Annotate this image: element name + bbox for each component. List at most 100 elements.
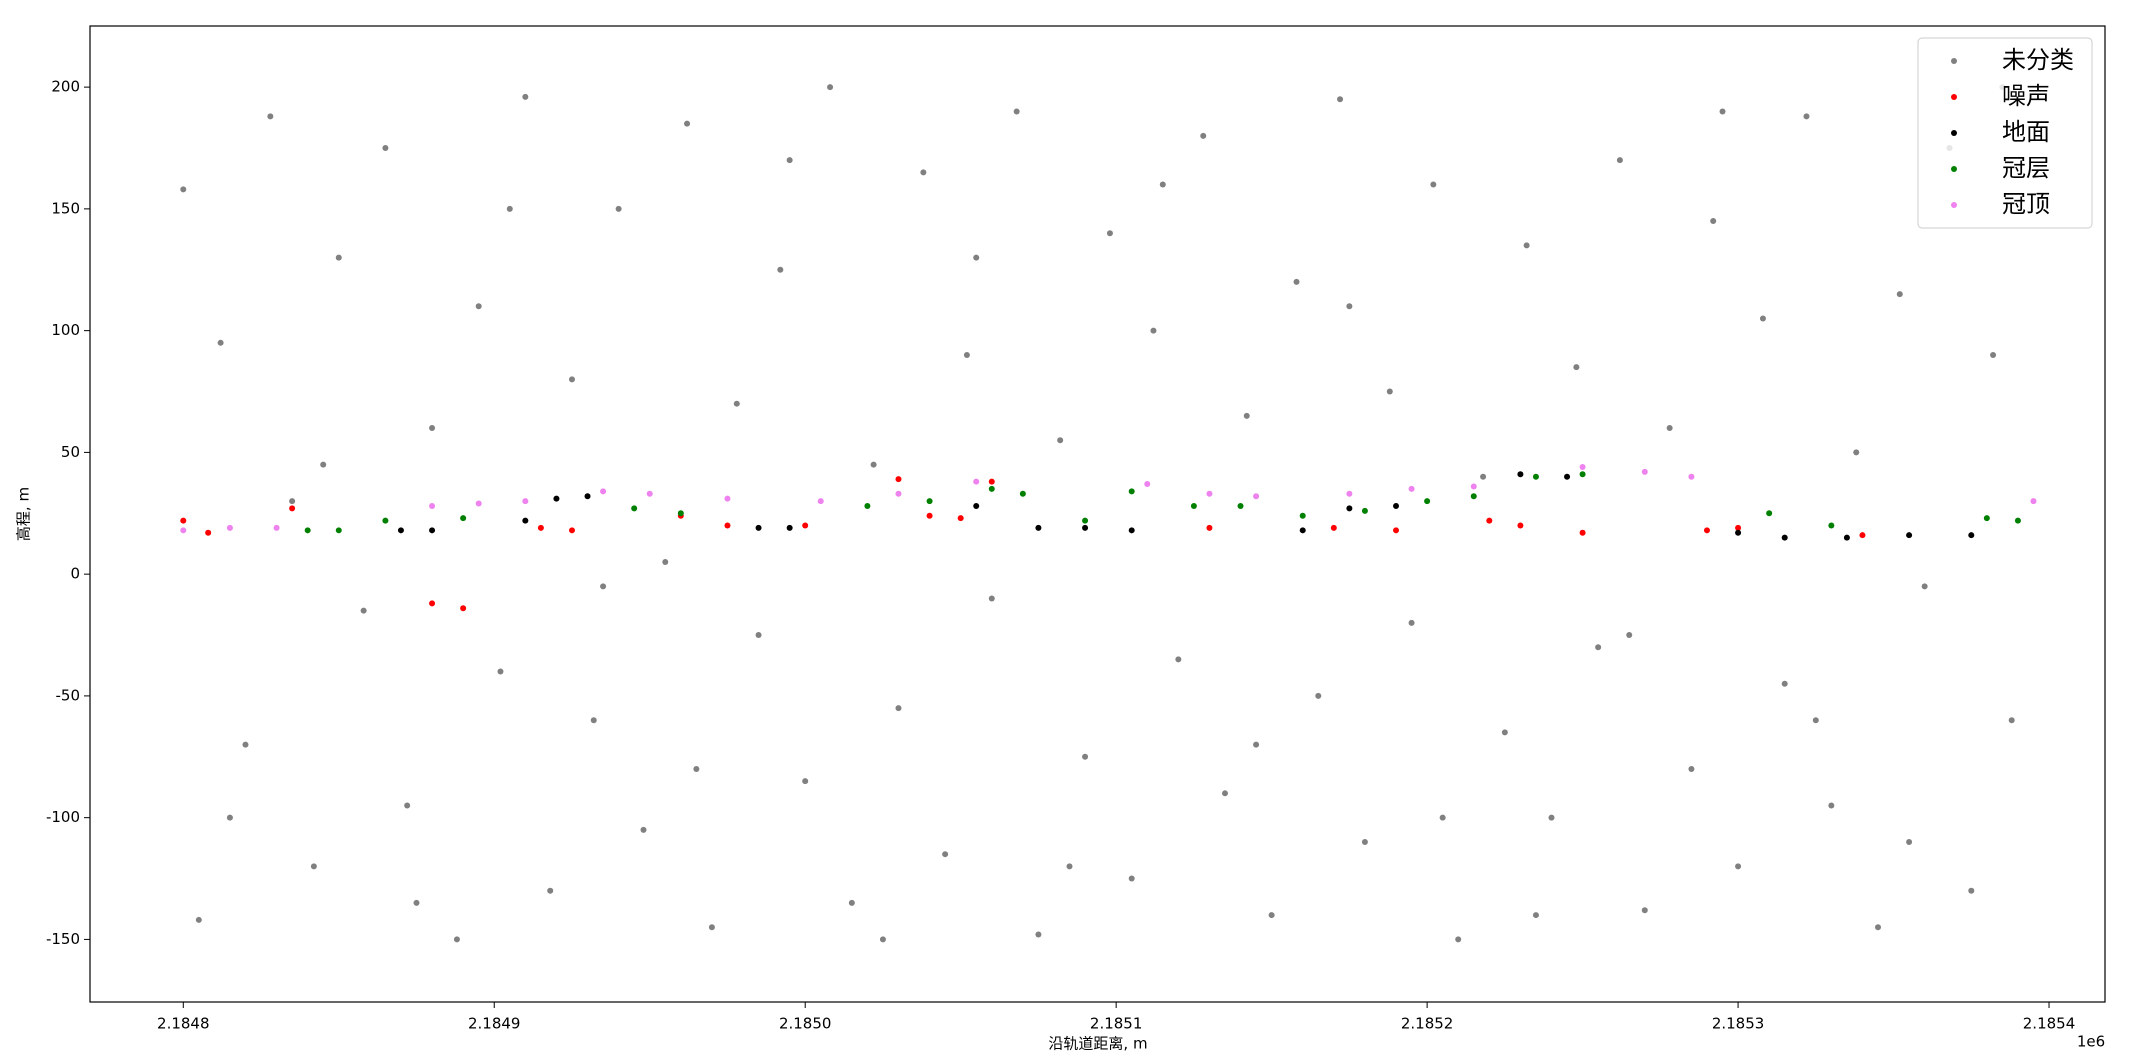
point bbox=[1299, 527, 1306, 534]
legend-label: 噪声 bbox=[2002, 82, 2050, 110]
point bbox=[1243, 412, 1250, 419]
x-tick-label: 2.1854 bbox=[2023, 1015, 2076, 1033]
point bbox=[1968, 532, 1975, 539]
point bbox=[1641, 907, 1648, 914]
point bbox=[226, 814, 233, 821]
x-offset-label: 1e6 bbox=[2077, 1033, 2105, 1051]
point bbox=[733, 400, 740, 407]
point bbox=[1828, 802, 1835, 809]
point bbox=[1019, 490, 1026, 497]
point bbox=[755, 632, 762, 639]
point bbox=[1828, 522, 1835, 529]
point bbox=[724, 495, 731, 502]
point bbox=[1190, 502, 1197, 509]
point bbox=[1470, 493, 1477, 500]
point bbox=[382, 145, 389, 151]
point bbox=[1361, 507, 1368, 514]
point bbox=[289, 498, 296, 505]
point bbox=[1346, 505, 1353, 512]
point bbox=[864, 502, 871, 509]
point bbox=[600, 583, 607, 590]
point bbox=[827, 84, 834, 91]
point bbox=[226, 524, 233, 531]
legend-label: 冠顶 bbox=[2002, 190, 2050, 218]
point bbox=[724, 522, 731, 529]
point bbox=[547, 887, 554, 894]
point bbox=[1128, 875, 1135, 882]
point bbox=[1859, 532, 1866, 539]
point bbox=[1719, 108, 1726, 115]
point bbox=[1439, 814, 1446, 821]
point bbox=[1735, 529, 1742, 536]
point bbox=[662, 558, 669, 565]
point bbox=[1430, 181, 1437, 188]
point bbox=[1812, 717, 1819, 724]
x-axis-label: 沿轨道距离, m bbox=[1048, 1035, 1147, 1053]
point bbox=[429, 600, 436, 607]
point bbox=[1082, 753, 1089, 760]
x-tick-label: 2.1852 bbox=[1401, 1015, 1454, 1033]
point bbox=[1501, 729, 1508, 736]
point bbox=[1486, 517, 1493, 524]
point bbox=[1346, 490, 1353, 497]
point bbox=[1386, 388, 1393, 395]
legend-marker bbox=[1951, 94, 1957, 100]
point bbox=[786, 157, 793, 164]
point bbox=[310, 863, 317, 870]
point bbox=[1346, 303, 1353, 310]
point bbox=[1175, 656, 1182, 663]
point bbox=[1735, 524, 1742, 531]
legend-marker bbox=[1951, 166, 1957, 172]
point bbox=[304, 527, 311, 534]
x-tick-label: 2.1848 bbox=[157, 1015, 210, 1033]
point bbox=[646, 490, 653, 497]
point bbox=[1523, 242, 1530, 249]
point bbox=[1983, 515, 1990, 522]
point bbox=[1237, 502, 1244, 509]
point bbox=[1906, 532, 1913, 539]
point bbox=[1128, 488, 1135, 495]
point bbox=[973, 502, 980, 509]
point bbox=[273, 524, 280, 531]
y-tick-label: 50 bbox=[61, 443, 80, 461]
point bbox=[1106, 230, 1113, 237]
point bbox=[1906, 839, 1913, 846]
point bbox=[1735, 863, 1742, 870]
point bbox=[942, 851, 949, 858]
point bbox=[180, 527, 187, 534]
point bbox=[475, 500, 482, 507]
point bbox=[1703, 527, 1710, 534]
point bbox=[1688, 473, 1695, 480]
point bbox=[506, 205, 513, 212]
point bbox=[879, 936, 886, 943]
point bbox=[1408, 485, 1415, 492]
point bbox=[1393, 502, 1400, 509]
point bbox=[1766, 510, 1773, 517]
point bbox=[1424, 498, 1431, 505]
point bbox=[497, 668, 504, 675]
x-tick-label: 2.1850 bbox=[779, 1015, 832, 1033]
point bbox=[590, 717, 597, 724]
point bbox=[522, 93, 529, 100]
y-axis-label: 高程, m bbox=[15, 487, 33, 541]
point bbox=[708, 924, 715, 931]
point bbox=[1921, 583, 1928, 590]
point bbox=[777, 266, 784, 273]
point bbox=[1221, 790, 1228, 797]
point bbox=[289, 505, 296, 512]
legend-label: 未分类 bbox=[2002, 46, 2074, 74]
point bbox=[1200, 132, 1207, 139]
point bbox=[1159, 181, 1166, 188]
point bbox=[1206, 490, 1213, 497]
legend-box bbox=[1917, 37, 2093, 229]
point bbox=[631, 505, 638, 512]
point bbox=[973, 254, 980, 261]
point bbox=[553, 495, 560, 502]
point bbox=[786, 524, 793, 531]
point bbox=[1803, 113, 1810, 120]
y-tick-label: 150 bbox=[51, 199, 80, 217]
point bbox=[926, 512, 933, 519]
point bbox=[267, 113, 274, 120]
point bbox=[988, 485, 995, 492]
